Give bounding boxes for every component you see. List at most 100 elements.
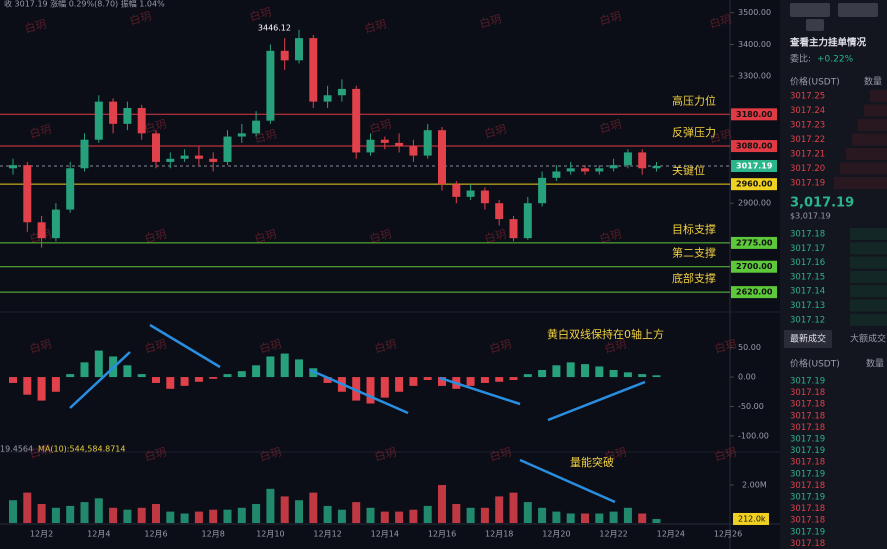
bid-depth: [850, 242, 887, 255]
tab-active[interactable]: [784, 330, 832, 348]
bid-price: 3017.12: [790, 315, 825, 325]
volume-bar: [480, 507, 489, 523]
trade-price-header: 价格(USDT): [790, 358, 840, 370]
price-tag: [731, 140, 777, 153]
x-tick-label: 12月8: [202, 530, 225, 539]
macd-bar: [94, 350, 103, 378]
price-tag-label: 2700.00: [736, 262, 773, 271]
macd-bar: [495, 377, 504, 382]
button[interactable]: [838, 3, 878, 17]
candle-body: [80, 139, 89, 169]
watermark: 白玥: [713, 337, 738, 356]
watermark: 白玥: [253, 227, 278, 246]
candle-body: [495, 203, 504, 220]
watermark: 白玥: [488, 445, 513, 464]
candle-body: [337, 88, 346, 96]
candle-body: [66, 168, 75, 210]
bid-price: 3017.15: [790, 272, 825, 282]
volume-bar: [438, 485, 446, 523]
macd-bar: [566, 362, 575, 378]
watermark: 白玥: [713, 445, 738, 464]
volume-bar: [395, 511, 404, 523]
trade-price: 3017.19: [790, 377, 825, 387]
watermark: 白玥: [598, 9, 623, 28]
candle-body: [237, 133, 246, 137]
price-tag: [731, 160, 777, 173]
candle-body: [509, 219, 518, 239]
volume-bar: [295, 500, 303, 523]
volume-bar: [509, 492, 518, 523]
candle-body: [94, 101, 103, 140]
trade-price: 3017.19: [790, 446, 825, 456]
tab[interactable]: 大额成交: [850, 333, 886, 345]
bid-price: 3017.13: [790, 301, 825, 311]
level-name: 底部支撑: [672, 271, 716, 285]
bid-depth: [850, 313, 887, 326]
bid-depth: [850, 299, 887, 312]
watermark: 白玥: [478, 12, 503, 31]
watermark: 白玥: [373, 445, 398, 464]
watermark: 白玥: [368, 227, 393, 246]
trend-arrow: [309, 368, 409, 415]
volume-bar: [166, 511, 175, 523]
candle-body: [380, 139, 389, 143]
ratio-value: +0.22%: [817, 55, 854, 65]
volume-bar: [66, 505, 75, 523]
ask-price: 3017.23: [790, 121, 825, 131]
trade-price: 3017.18: [790, 539, 825, 549]
ask-price: 3017.21: [790, 150, 825, 160]
macd-bar: [480, 377, 489, 383]
ask-price: 3017.24: [790, 106, 825, 116]
last-price-usd: $3,017.19: [790, 212, 831, 221]
last-price: 3,017.19: [790, 196, 854, 211]
volume-bar: [366, 507, 375, 523]
ask-depth: [846, 148, 887, 160]
candle-body: [652, 166, 661, 169]
high-label: 3446.12: [258, 23, 291, 32]
price-tag: [731, 286, 777, 299]
watermark: 白玥: [598, 227, 623, 246]
level-name: 目标支撑: [672, 222, 716, 236]
volume-bar: [109, 507, 118, 523]
bid-depth: [850, 270, 887, 283]
tab[interactable]: 最新成交: [790, 333, 826, 345]
volume-bar: [552, 511, 561, 523]
candle-body: [180, 155, 189, 159]
macd-bar: [266, 356, 275, 378]
macd-bar: [295, 359, 303, 378]
level-name: 关键位: [672, 163, 705, 177]
candle-body: [252, 120, 261, 134]
ask-depth: [858, 119, 887, 131]
macd-bar: [252, 365, 261, 378]
macd-tick-label: 50.00: [738, 343, 761, 352]
candle-body: [223, 136, 232, 162]
macd-bar: [80, 362, 89, 378]
trend-arrow: [149, 323, 221, 369]
ratio-label: 委比:: [790, 53, 811, 65]
macd-bar: [638, 374, 647, 378]
candle-body: [9, 165, 17, 169]
macd-tick-label: -50.00: [738, 402, 764, 411]
candle-body: [194, 155, 203, 159]
x-tick-label: 12月10: [256, 530, 284, 539]
macd-bar: [194, 377, 203, 382]
candle-body: [423, 130, 432, 156]
icon-button[interactable]: [806, 19, 824, 31]
volume-bar: [194, 511, 203, 523]
volume-bar: [237, 507, 246, 523]
watermark: 白玥: [488, 337, 513, 356]
price-tag-label: 3017.19: [736, 162, 773, 171]
price-tag-label: 2960.00: [736, 180, 773, 189]
button[interactable]: [790, 3, 830, 17]
macd-bar: [209, 377, 218, 379]
price-tag-label: 2620.00: [736, 288, 773, 297]
candle-body: [352, 88, 361, 153]
trade-price: 3017.18: [790, 481, 825, 491]
candle-body: [166, 158, 175, 162]
candle-body: [23, 165, 32, 223]
watermark: 白玥: [28, 442, 53, 461]
quote-header: 收 3017.19 涨幅 0.29%(8.70) 振幅 1.04%: [4, 0, 165, 9]
panel-title[interactable]: 查看主力挂单情况: [789, 37, 867, 49]
trend-arrow: [519, 458, 616, 504]
